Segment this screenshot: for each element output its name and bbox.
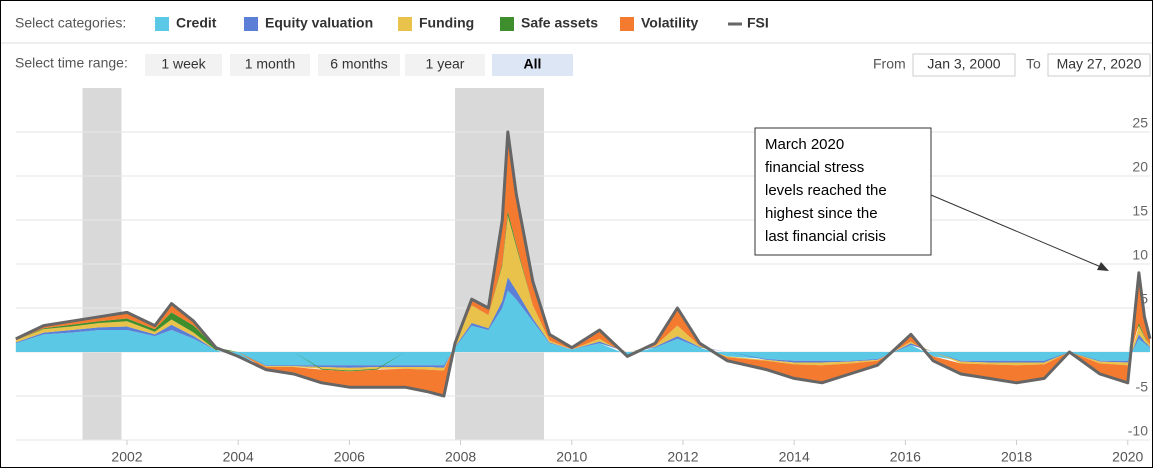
- x-tick-label: 2012: [667, 449, 698, 465]
- range-label: Select time range:: [15, 55, 128, 71]
- legend-label[interactable]: Safe assets: [521, 15, 598, 31]
- annotation-box: [754, 127, 932, 256]
- to-input[interactable]: [1047, 53, 1151, 77]
- x-tick-label: 2002: [111, 449, 142, 465]
- area: [15, 132, 1150, 396]
- x-tick-label: 2014: [779, 449, 810, 465]
- range-button-label[interactable]: All: [524, 56, 542, 72]
- annotation-text: March 2020: [765, 136, 844, 153]
- y-tick-label: -5: [1136, 379, 1149, 395]
- y-tick-label: 10: [1132, 247, 1148, 263]
- legend-label[interactable]: Equity valuation: [265, 15, 373, 31]
- range-button-label[interactable]: 1 week: [161, 56, 206, 72]
- legend-symbol[interactable]: [620, 17, 634, 31]
- to-value[interactable]: May 27, 2020: [1057, 56, 1142, 72]
- range-button[interactable]: [145, 54, 222, 76]
- legend-symbol[interactable]: [155, 17, 169, 31]
- y-tick-label: -10: [1128, 423, 1148, 439]
- from-label: From: [873, 56, 906, 72]
- range-button[interactable]: [405, 54, 485, 76]
- annotation-text: financial stress: [765, 159, 864, 176]
- legend-symbol[interactable]: [398, 17, 412, 31]
- y-tick-label: 15: [1132, 203, 1148, 219]
- x-tick-label: 2016: [890, 449, 921, 465]
- plot: -10-505101520252002200420062008201020122…: [15, 88, 1152, 465]
- legend-symbol[interactable]: [244, 17, 258, 31]
- from-input[interactable]: [912, 53, 1016, 77]
- range-button-label[interactable]: 1 year: [426, 56, 465, 72]
- categories-label: Select categories:: [15, 15, 126, 31]
- legend-symbol[interactable]: [500, 17, 514, 31]
- range-button[interactable]: [230, 54, 310, 76]
- range-button[interactable]: [492, 54, 573, 76]
- annotation-text: highest since the: [765, 205, 878, 222]
- range-button-label[interactable]: 1 month: [245, 56, 296, 72]
- x-tick-label: 2018: [1001, 449, 1032, 465]
- range-button[interactable]: [318, 54, 400, 76]
- to-label: To: [1026, 56, 1041, 72]
- x-tick-label: 2004: [223, 449, 254, 465]
- annotation-text: last financial crisis: [765, 228, 886, 245]
- legend-label[interactable]: FSI: [747, 15, 769, 31]
- y-tick-label: 20: [1132, 159, 1148, 175]
- range-button-label[interactable]: 6 months: [330, 56, 388, 72]
- area: [15, 290, 1150, 366]
- x-tick-label: 2020: [1112, 449, 1143, 465]
- legend-label[interactable]: Funding: [419, 15, 474, 31]
- y-tick-label: 25: [1132, 115, 1148, 131]
- x-tick-label: 2008: [445, 449, 476, 465]
- annotation-arrow: [930, 194, 1102, 268]
- x-tick-label: 2006: [334, 449, 365, 465]
- arrow-head: [1097, 262, 1109, 271]
- legend-label[interactable]: Volatility: [641, 15, 699, 31]
- y-tick-label: 5: [1140, 291, 1148, 307]
- x-tick-label: 2010: [556, 449, 587, 465]
- from-value[interactable]: Jan 3, 2000: [927, 56, 1000, 72]
- legend-label[interactable]: Credit: [176, 15, 217, 31]
- fsi-line: [15, 130, 1152, 398]
- annotation-text: levels reached the: [765, 182, 887, 199]
